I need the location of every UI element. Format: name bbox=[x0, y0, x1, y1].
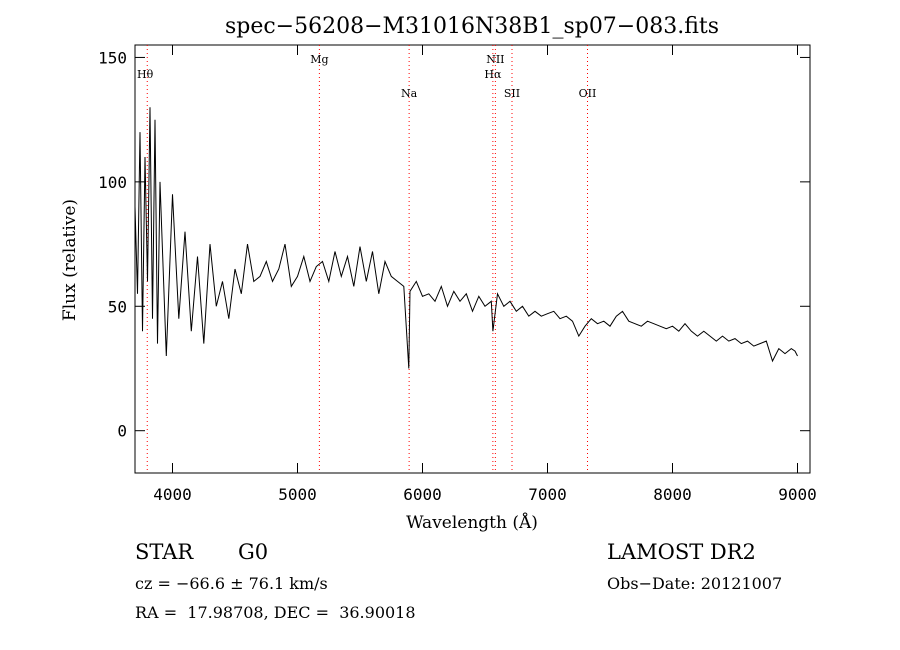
y-tick-label: 150 bbox=[98, 48, 127, 67]
x-tick-label: 9000 bbox=[778, 485, 817, 504]
x-axis-label: Wavelength (Å) bbox=[406, 512, 538, 533]
chart-title: spec−56208−M31016N38B1_sp07−083.fits bbox=[225, 14, 719, 39]
x-tick-label: 8000 bbox=[653, 485, 692, 504]
x-tick-label: 5000 bbox=[278, 485, 317, 504]
y-tick-label: 50 bbox=[108, 297, 127, 316]
class-label: STAR bbox=[135, 540, 193, 564]
line-marker-label: Mg bbox=[310, 53, 328, 66]
coordinates-text: RA = 17.98708, DEC = 36.90018 bbox=[135, 603, 416, 622]
y-axis-ticks: 0 50 100 150 bbox=[98, 48, 810, 440]
line-marker-label: Na bbox=[401, 87, 418, 100]
line-marker-label: NII bbox=[486, 53, 504, 66]
line-marker-label: Hθ bbox=[137, 68, 154, 81]
x-tick-label: 6000 bbox=[403, 485, 442, 504]
y-tick-label: 100 bbox=[98, 173, 127, 192]
redshift-text: cz = −66.6 ± 76.1 km/s bbox=[135, 574, 328, 593]
line-marker-label: Hα bbox=[484, 68, 502, 81]
x-tick-label: 7000 bbox=[528, 485, 567, 504]
y-tick-label: 0 bbox=[117, 422, 127, 441]
plot-frame bbox=[135, 45, 810, 473]
survey-label: LAMOST DR2 bbox=[607, 540, 756, 564]
line-marker-label: OII bbox=[579, 87, 597, 100]
spectrum-line bbox=[135, 107, 798, 368]
line-marker-label: SII bbox=[504, 87, 520, 100]
line-markers: Hθ Mg Na NII HαSII OII bbox=[137, 45, 596, 473]
y-axis-label: Flux (relative) bbox=[60, 199, 80, 321]
subclass-label: G0 bbox=[238, 540, 268, 564]
obs-date-text: Obs−Date: 20121007 bbox=[607, 574, 782, 593]
x-tick-label: 4000 bbox=[153, 485, 192, 504]
